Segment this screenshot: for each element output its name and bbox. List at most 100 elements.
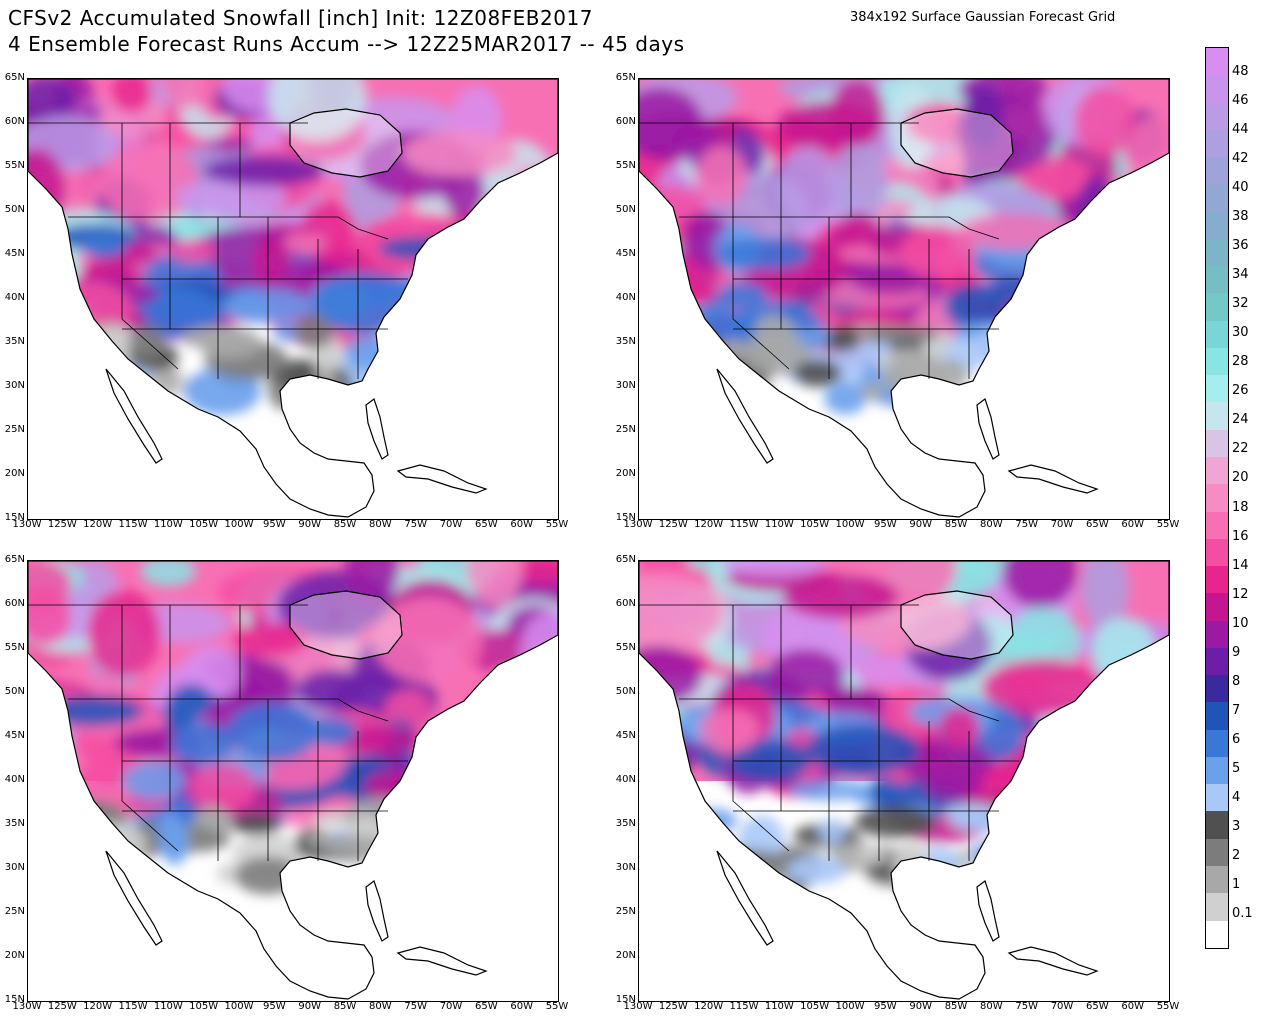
shading-blob [98,139,198,223]
cuba-coast [1007,464,1099,494]
latitude-label: 45N [615,248,636,259]
shading-blob [467,561,523,608]
colorbar-swatch [1206,75,1228,103]
shading-blob [715,384,774,403]
longitude-label: 130W [623,519,653,530]
latitude-label: 20N [615,468,636,479]
longitude-label: 75W [404,1001,427,1012]
political-border [732,699,790,852]
colorbar-label: 5 [1232,760,1241,776]
shading-blob [668,864,741,896]
shading-blob [82,235,126,259]
longitude-label: 105W [800,519,830,530]
longitude-label: 105W [189,519,219,530]
latitude-label: 60N [4,598,25,609]
political-border [679,216,1000,240]
longitude-label: 120W [83,519,113,530]
shading-blob [699,708,760,753]
shading-blob [1046,713,1116,753]
latitude-label: 30N [4,862,25,873]
shading-blob [128,325,166,360]
shading-blob [344,336,392,371]
longitude-label: 110W [764,519,794,530]
shading-blob [1002,561,1078,609]
latitude-label: 20N [615,950,636,961]
colorbar-label: 18 [1232,499,1249,515]
latitude-label: 45N [4,730,25,741]
colorbar-swatch [1206,375,1228,403]
shading-blob [236,660,297,716]
shading-blob [829,79,885,147]
shading-blob [69,836,120,872]
colorbar-label: 8 [1232,673,1241,689]
latitude-label: 35N [615,336,636,347]
shading-blob [188,763,257,812]
shading-blob [782,574,899,619]
shading-blob [511,165,556,209]
longitude-label: 115W [729,519,759,530]
hudson-bay [900,108,1014,178]
longitude-label: 130W [623,1001,653,1012]
colorbar-label: 16 [1232,528,1249,544]
colorbar-swatch [1206,157,1228,185]
shading-blob [81,822,146,864]
shading-blob [227,701,320,762]
longitude-label: 80W [980,1001,1003,1012]
longitude-label: 105W [189,1001,219,1012]
baja-coast [105,368,163,464]
shading-blob [477,194,558,265]
longitude-label: 55W [545,519,569,530]
shading-blob [321,834,384,854]
map-canvas [639,561,1169,1000]
longitude-label: 85W [333,519,357,530]
political-border [679,698,1000,722]
shading-blob [884,351,946,399]
shading-blob [962,83,1004,148]
latitude-label: 25N [615,906,636,917]
longitude-label: 100W [835,1001,865,1012]
shading-blob [83,836,128,870]
political-border [121,699,179,852]
latitude-label: 65N [4,72,25,83]
latitude-label: 25N [4,424,25,435]
latitude-label: 55N [615,642,636,653]
shading-blob [859,379,940,403]
latitude-label: 40N [615,774,636,785]
shading-blob [75,374,122,393]
longitude-label: 65W [475,1001,498,1012]
longitude-label: 90W [298,1001,321,1012]
colorbar-swatch [1206,511,1228,539]
shading-blob [743,334,812,376]
shading-blob [183,367,261,416]
colorbar-swatch [1206,811,1228,839]
colorbar-swatch [1206,838,1228,866]
shading-blob [373,850,438,897]
shading-blob [494,709,558,765]
shading-blob [1075,175,1118,263]
shading-blob [854,805,937,838]
shading-blob [306,374,345,420]
longitude-label: 70W [439,1001,463,1012]
colorbar-label: 44 [1232,122,1249,138]
longitude-label: 60W [1121,519,1144,530]
shading-blob [639,572,725,652]
shading-blob [43,695,143,727]
shading-blob [164,79,213,108]
coastline [639,561,1169,1000]
shading-blob [461,212,537,295]
shading-blob [765,648,846,702]
shading-blob [282,231,328,254]
longitude-label: 70W [1050,1001,1074,1012]
longitude-label: 60W [1121,1001,1144,1012]
longitude-label: 115W [729,1001,759,1012]
longitude-label: 120W [694,1001,724,1012]
longitude-label: 100W [224,1001,254,1012]
title-line-1: CFSv2 Accumulated Snowfall [inch] Init: … [8,6,593,30]
longitude-label: 70W [439,519,463,530]
latitude-label: 60N [615,598,636,609]
cuba-coast [396,946,488,976]
latitude-label: 55N [4,642,25,653]
colorbar-swatch [1206,129,1228,158]
colorbar-label: 36 [1232,238,1249,254]
shading-blob [819,818,846,845]
